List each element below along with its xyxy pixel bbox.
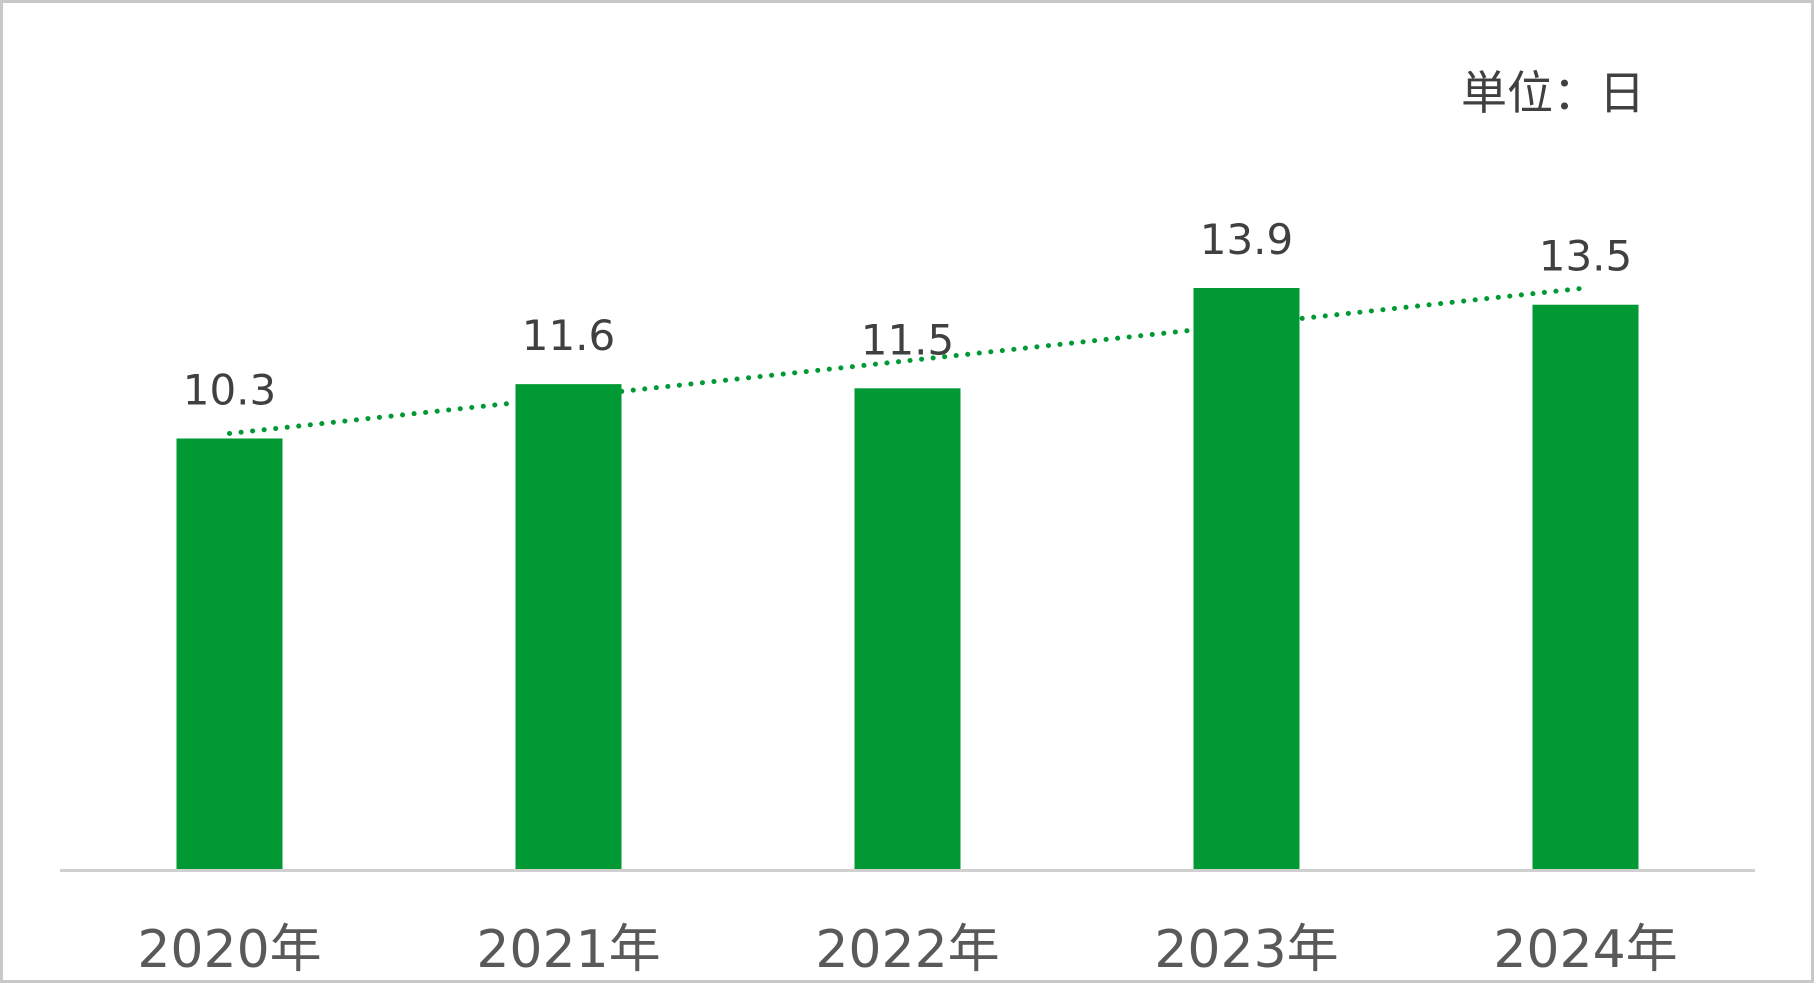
data-labels-group: 10.3 11.6 11.5 13.9 13.5	[183, 215, 1633, 414]
x-tick-label-2023年: 2023年	[1154, 920, 1338, 980]
data-label-2022年: 11.5	[861, 315, 955, 364]
data-label-2020年: 10.3	[183, 365, 277, 414]
x-tick-label-2021年: 2021年	[476, 920, 660, 980]
data-label-2023年: 13.9	[1200, 215, 1294, 264]
bar-2021年	[515, 384, 622, 869]
x-tick-labels-group: 2020年 2021年 2022年 2023年 2024年	[137, 920, 1677, 980]
bars-group	[176, 288, 1639, 869]
bar-2024年	[1532, 304, 1639, 869]
x-tick-label-2020年: 2020年	[137, 920, 321, 980]
bar-2020年	[176, 438, 283, 869]
x-tick-label-2024年: 2024年	[1493, 920, 1677, 980]
data-label-2024年: 13.5	[1539, 232, 1633, 281]
bar-2022年	[854, 388, 961, 869]
x-tick-label-2022年: 2022年	[815, 920, 999, 980]
trendline	[227, 285, 1588, 436]
data-label-2021年: 11.6	[522, 311, 616, 360]
bar-2023年	[1193, 288, 1300, 869]
unit-label: 単位：日	[1461, 66, 1645, 120]
